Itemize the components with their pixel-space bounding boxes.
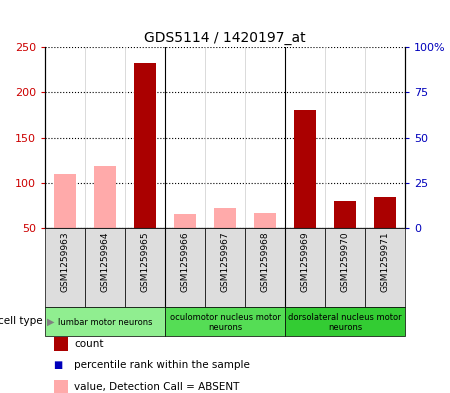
Text: GSM1259971: GSM1259971 <box>381 232 390 292</box>
Text: GSM1259966: GSM1259966 <box>180 232 189 292</box>
Bar <box>285 307 405 336</box>
Bar <box>205 228 245 307</box>
Bar <box>174 214 196 228</box>
Text: cell type: cell type <box>0 316 43 326</box>
Text: count: count <box>74 339 104 349</box>
Bar <box>45 228 85 307</box>
Bar <box>165 307 285 336</box>
Bar <box>85 228 125 307</box>
Bar <box>334 201 356 228</box>
Text: GSM1259969: GSM1259969 <box>301 232 310 292</box>
Bar <box>125 228 165 307</box>
Bar <box>294 110 316 228</box>
Text: GSM1259967: GSM1259967 <box>220 232 230 292</box>
Text: GSM1259968: GSM1259968 <box>261 232 270 292</box>
Bar <box>54 174 76 228</box>
Title: GDS5114 / 1420197_at: GDS5114 / 1420197_at <box>144 31 306 45</box>
Bar <box>165 228 205 307</box>
Bar <box>374 197 396 228</box>
Bar <box>254 213 276 228</box>
Text: oculomotor nucleus motor
neurons: oculomotor nucleus motor neurons <box>170 313 280 332</box>
Text: GSM1259963: GSM1259963 <box>60 232 69 292</box>
Text: GSM1259970: GSM1259970 <box>341 232 350 292</box>
Text: GSM1259964: GSM1259964 <box>100 232 109 292</box>
Text: ▶: ▶ <box>47 316 55 326</box>
Bar <box>214 208 236 228</box>
Text: lumbar motor neurons: lumbar motor neurons <box>58 318 152 327</box>
Bar <box>45 307 165 336</box>
Bar <box>365 228 405 307</box>
Text: value, Detection Call = ABSENT: value, Detection Call = ABSENT <box>74 382 239 392</box>
Text: percentile rank within the sample: percentile rank within the sample <box>74 360 250 371</box>
Text: ■: ■ <box>53 360 62 371</box>
Text: dorsolateral nucleus motor
neurons: dorsolateral nucleus motor neurons <box>288 313 402 332</box>
Bar <box>245 228 285 307</box>
Bar <box>285 228 325 307</box>
Bar <box>134 63 156 228</box>
Text: GSM1259965: GSM1259965 <box>140 232 149 292</box>
Bar <box>94 167 116 228</box>
Bar <box>325 228 365 307</box>
